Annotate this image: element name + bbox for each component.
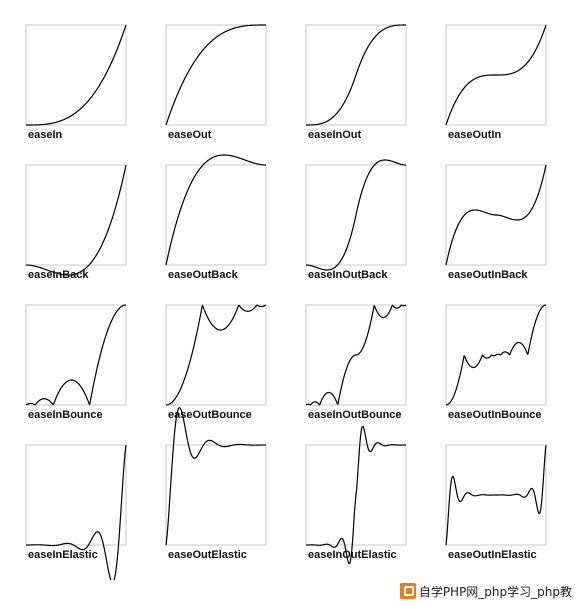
chart-title: easeIn [28,129,63,141]
plot-frame [445,304,547,406]
plot-frame [305,444,407,546]
logo-icon [399,583,416,599]
chart-easeOutElastic: easeOutElastic [165,407,267,561]
chart-easeOutInBounce: easeOutInBounce [445,304,547,421]
chart-easeInBounce: easeInBounce [25,304,127,421]
easing-curve [25,164,127,276]
chart-easeOutInElastic: easeOutInElastic [445,444,547,561]
chart-title: easeInElastic [28,549,98,561]
plot-frame [25,164,127,266]
plot-frame [305,164,407,266]
chart-title: easeInOutBack [308,269,388,281]
chart-easeInOutElastic: easeInOutElastic [305,425,407,565]
chart-easeOutBounce: easeOutBounce [165,304,267,421]
easing-curve [445,24,547,126]
easing-curve [305,425,407,565]
plot-frame [165,164,267,266]
chart-title: easeOut [168,129,212,141]
watermark: 自学PHP网_php学习_php教 [399,581,572,601]
easing-curve [165,154,267,266]
chart-easeIn: easeIn [25,24,127,141]
chart-title: easeOutInBack [448,269,528,281]
easing-curve [445,164,547,266]
easing-curve [165,304,267,406]
chart-title: easeInOut [308,129,362,141]
chart-title: easeOutInBounce [448,409,542,421]
chart-easeOutIn: easeOutIn [445,24,547,141]
chart-title: easeOutInElastic [448,549,537,561]
chart-title: easeOutElastic [168,549,247,561]
chart-title: easeOutBack [168,269,239,281]
plot-frame [445,444,547,546]
easing-chart-grid: easeIn easeOut easeInOut easeOutIn easeInBac… [25,24,547,580]
chart-title: easeOutIn [448,129,501,141]
chart-easeOut: easeOut [165,24,267,141]
chart-easeInElastic: easeInElastic [25,444,127,580]
easing-curve [165,407,267,546]
chart-easeInOutBack: easeInOutBack [305,159,407,281]
chart-easeOutBack: easeOutBack [165,154,267,281]
chart-easeOutInBack: easeOutInBack [445,164,547,281]
easing-curve [25,444,127,580]
chart-title: easeInOutBounce [308,409,402,421]
plot-frame [165,24,267,126]
plot-frame [445,24,547,126]
easing-curve [445,304,547,406]
plot-frame [25,444,127,546]
plot-frame [305,304,407,406]
chart-title: easeInBounce [28,409,103,421]
easing-curve [445,444,547,546]
plot-frame [25,304,127,406]
chart-easeInOutBounce: easeInOutBounce [305,304,407,421]
easing-curve [25,24,127,126]
watermark-text: 自学PHP网_php学习_php教 [418,584,572,599]
easing-curve [305,159,407,271]
chart-title: easeInOutElastic [308,549,397,561]
plot-frame [25,24,127,126]
easing-curve [305,24,407,126]
easing-curve [25,304,127,406]
easing-curve [305,304,407,406]
chart-easeInOut: easeInOut [305,24,407,141]
plot-frame [305,24,407,126]
chart-title: easeInBack [28,269,89,281]
plot-frame [445,164,547,266]
easing-curve [165,24,267,126]
chart-title: easeOutBounce [168,409,252,421]
plot-frame [165,304,267,406]
chart-easeInBack: easeInBack [25,164,127,281]
plot-frame [165,444,267,546]
